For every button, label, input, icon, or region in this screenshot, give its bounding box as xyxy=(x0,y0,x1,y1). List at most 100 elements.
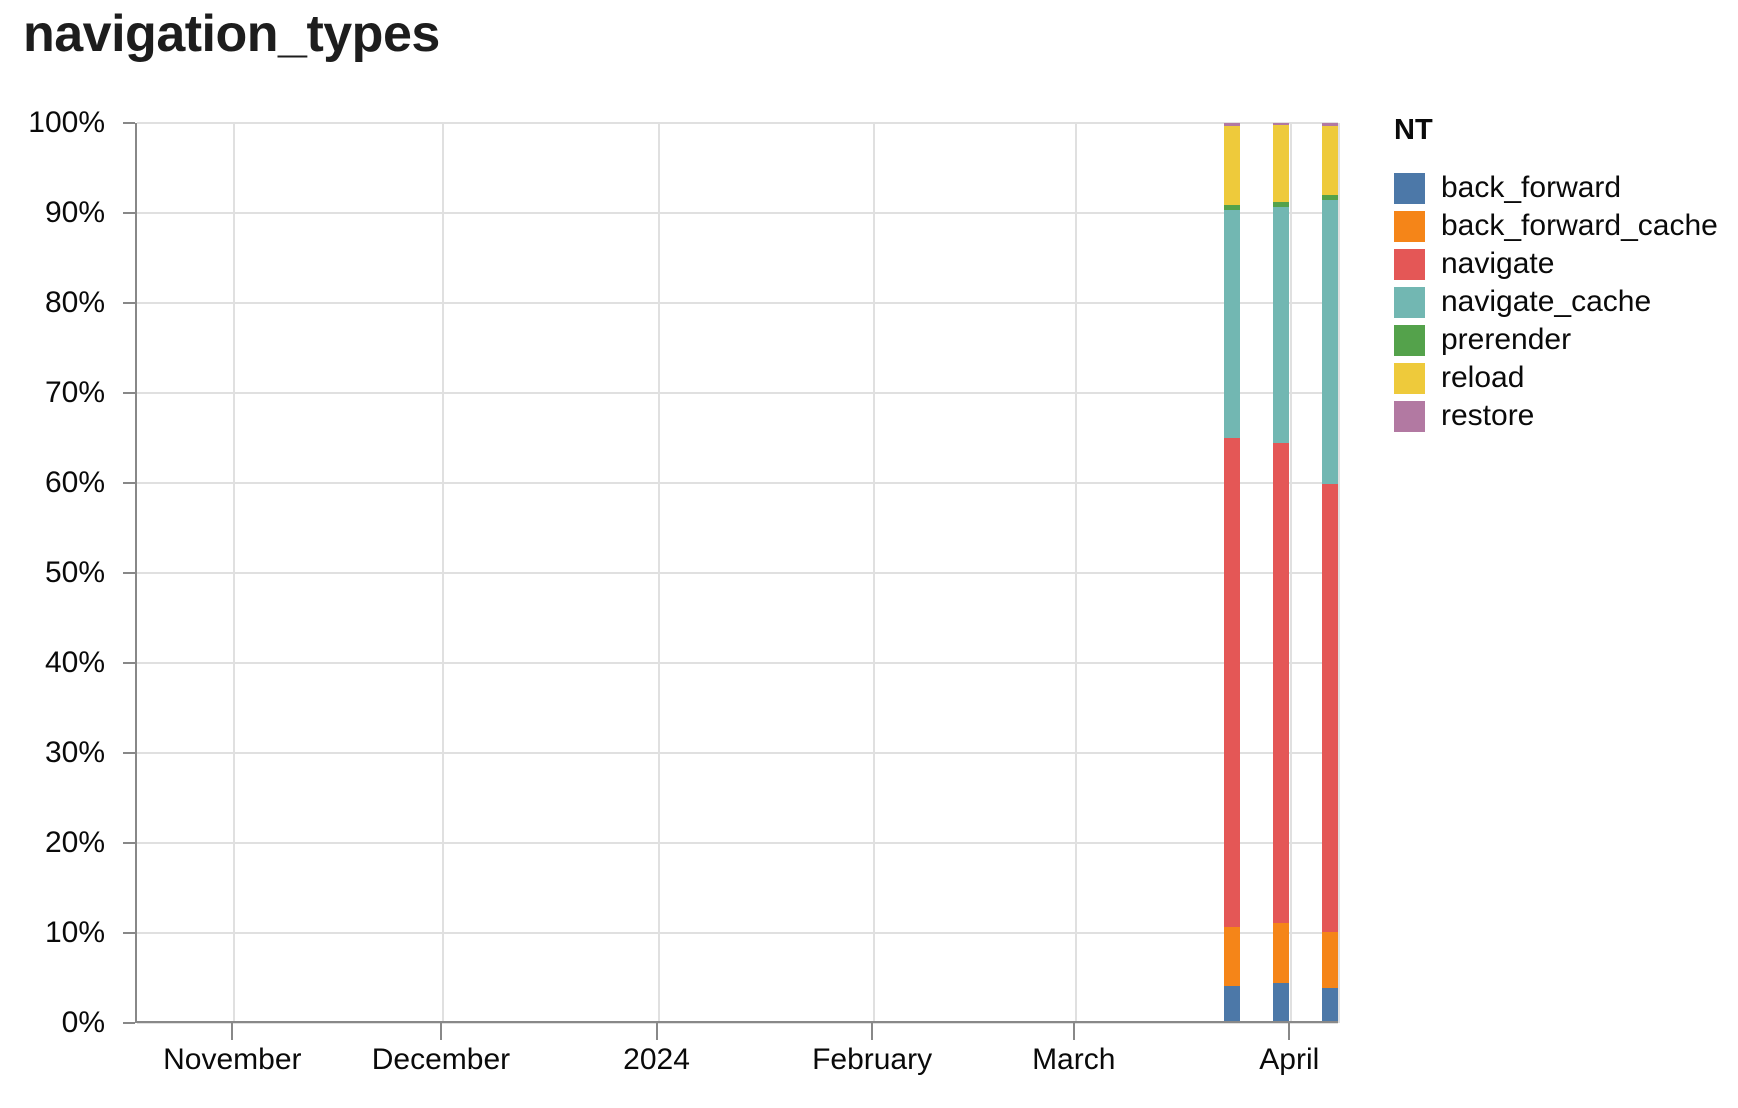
y-tick xyxy=(123,122,135,124)
bar-segment-back_forward_cache xyxy=(1322,932,1338,988)
legend-item: navigate_cache xyxy=(1394,285,1718,318)
stacked-bar xyxy=(1224,123,1240,1023)
y-gridline xyxy=(137,572,1338,574)
y-tick xyxy=(123,482,135,484)
legend-label: prerender xyxy=(1441,323,1572,356)
legend-label: back_forward_cache xyxy=(1441,209,1718,242)
reload-swatch-icon xyxy=(1394,362,1425,394)
y-tick xyxy=(123,302,135,304)
y-tick xyxy=(123,752,135,754)
y-gridline xyxy=(137,842,1338,844)
y-tick xyxy=(123,932,135,934)
y-gridline xyxy=(137,392,1338,394)
x-axis-label: 2024 xyxy=(623,1043,690,1076)
bar-segment-navigate_cache xyxy=(1273,206,1289,444)
y-axis-label: 60% xyxy=(44,466,105,499)
y-gridline xyxy=(137,752,1338,754)
bar-segment-navigate xyxy=(1224,438,1240,927)
legend-title: NT xyxy=(1394,114,1433,146)
x-gridline xyxy=(657,123,660,1023)
bar-segment-back_forward xyxy=(1322,987,1338,1023)
y-axis-label: 10% xyxy=(44,916,105,949)
x-tick xyxy=(439,1023,442,1040)
x-tick xyxy=(871,1023,874,1040)
y-tick xyxy=(123,572,135,574)
x-axis-line xyxy=(135,1021,1338,1023)
y-axis-label: 0% xyxy=(61,1006,105,1039)
x-axis-label: November xyxy=(163,1043,302,1076)
x-gridline xyxy=(1074,123,1077,1023)
legend-item: back_forward xyxy=(1394,171,1718,204)
bar-segment-navigate_cache xyxy=(1224,210,1240,438)
y-gridline xyxy=(137,482,1338,484)
back_forward-swatch-icon xyxy=(1394,172,1425,204)
legend-label: back_forward xyxy=(1441,171,1622,204)
x-axis-label: December xyxy=(371,1043,511,1076)
bar-segment-prerender xyxy=(1273,202,1289,207)
y-axis-label: 90% xyxy=(44,196,105,229)
y-gridline xyxy=(137,302,1338,304)
chart-title: navigation_types xyxy=(23,5,440,63)
y-gridline xyxy=(137,1022,1338,1024)
stacked-bar xyxy=(1322,123,1338,1023)
x-gridline xyxy=(873,123,876,1023)
x-tick xyxy=(1288,1023,1291,1040)
legend-label: reload xyxy=(1441,361,1525,394)
y-axis-label: 80% xyxy=(44,286,105,319)
bar-segment-navigate xyxy=(1273,443,1289,924)
stacked-bar xyxy=(1273,123,1289,1023)
x-gridline xyxy=(233,123,236,1023)
y-axis-label: 50% xyxy=(44,556,105,589)
bar-segment-prerender xyxy=(1224,204,1240,211)
y-axis-label: 40% xyxy=(44,646,105,679)
legend-item: navigate xyxy=(1394,247,1718,280)
y-axis-label: 20% xyxy=(44,826,105,859)
x-axis-label: February xyxy=(812,1043,933,1076)
y-tick xyxy=(123,842,135,844)
y-tick xyxy=(123,392,135,394)
legend-label: navigate xyxy=(1441,247,1555,280)
legend-item: prerender xyxy=(1394,323,1718,356)
y-axis-label: 70% xyxy=(44,376,105,409)
legend-item: restore xyxy=(1394,399,1718,432)
y-gridline xyxy=(137,212,1338,214)
bar-segment-back_forward_cache xyxy=(1224,926,1240,987)
bar-segment-navigate_cache xyxy=(1322,200,1338,484)
plot-right-edge xyxy=(1338,123,1340,1023)
y-tick xyxy=(123,662,135,664)
navigate-swatch-icon xyxy=(1394,248,1425,280)
bar-segment-restore xyxy=(1224,123,1240,126)
legend-label: restore xyxy=(1441,399,1535,432)
bar-segment-reload xyxy=(1273,124,1289,203)
y-gridline xyxy=(137,662,1338,664)
x-gridline xyxy=(441,123,444,1023)
x-tick xyxy=(1072,1023,1075,1040)
bar-segment-reload xyxy=(1224,125,1240,205)
plot-area xyxy=(135,122,1340,1024)
x-tick xyxy=(231,1023,234,1040)
navigate_cache-swatch-icon xyxy=(1394,286,1425,318)
legend-item: reload xyxy=(1394,361,1718,394)
bar-segment-back_forward xyxy=(1224,986,1240,1023)
bar-segment-restore xyxy=(1273,123,1289,125)
x-axis-label: April xyxy=(1259,1043,1320,1076)
bar-segment-back_forward xyxy=(1273,983,1289,1023)
x-axis-label: March xyxy=(1032,1043,1116,1076)
legend-items: back_forward back_forward_cache navigate na… xyxy=(1394,171,1718,432)
x-gridline xyxy=(1290,123,1293,1023)
y-gridline xyxy=(137,122,1338,124)
back_forward_cache-swatch-icon xyxy=(1394,210,1425,242)
bar-segment-restore xyxy=(1322,123,1338,126)
y-tick xyxy=(123,212,135,214)
bar-segment-back_forward_cache xyxy=(1273,923,1289,984)
bar-segment-prerender xyxy=(1322,195,1338,201)
bar-segment-reload xyxy=(1322,125,1338,195)
legend-label: navigate_cache xyxy=(1441,285,1652,318)
y-tick xyxy=(123,1022,135,1024)
restore-swatch-icon xyxy=(1394,400,1425,432)
bar-segment-navigate xyxy=(1322,483,1338,933)
y-axis-label: 100% xyxy=(28,106,105,139)
y-gridline xyxy=(137,932,1338,934)
